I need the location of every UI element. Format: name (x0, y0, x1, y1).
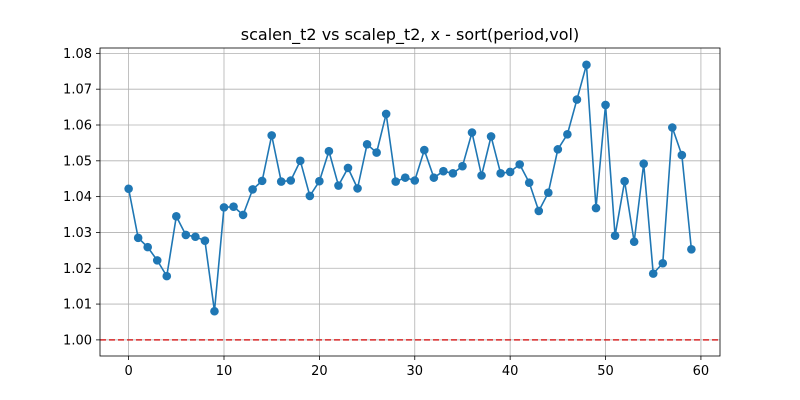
data-point (563, 130, 572, 139)
data-point (362, 140, 372, 149)
data-point (610, 231, 620, 240)
grid (100, 48, 720, 356)
data-point (668, 123, 677, 132)
data-point (191, 232, 200, 242)
data-point (219, 203, 229, 212)
data-point (648, 269, 658, 278)
series-line (127, 64, 693, 313)
data-point (620, 176, 629, 186)
data-point (152, 256, 162, 265)
data-point (572, 95, 582, 104)
data-point (524, 178, 534, 187)
data-point (257, 176, 267, 186)
data-point (400, 173, 410, 182)
data-point (505, 167, 515, 177)
data-point (267, 131, 276, 140)
data-point (143, 242, 152, 252)
y-tick-label: 1.01 (63, 298, 92, 313)
data-point (124, 184, 133, 194)
data-point (458, 161, 467, 171)
data-point (658, 258, 668, 268)
data-point (238, 210, 248, 220)
data-point (544, 188, 553, 197)
y-tick-label: 1.04 (63, 190, 92, 205)
data-point (629, 237, 639, 247)
data-point (296, 156, 305, 166)
y-tick-label: 1.00 (63, 333, 92, 348)
data-point (448, 169, 458, 178)
x-tick-label: 0 (124, 364, 132, 379)
data-point (248, 185, 257, 194)
data-point (439, 166, 448, 176)
x-tick-label: 20 (311, 364, 328, 379)
data-point (229, 202, 238, 211)
chart-title: scalen_t2 vs scalep_t2, x - sort(period,… (241, 25, 579, 45)
data-point (334, 181, 343, 190)
y-tick-label: 1.03 (63, 226, 92, 241)
y-tick-label: 1.02 (63, 262, 92, 277)
x-tick-label: 60 (693, 364, 710, 379)
y-tick-label: 1.06 (63, 119, 92, 134)
data-point (353, 184, 362, 193)
plot-frame (99, 47, 721, 357)
data-point (477, 171, 486, 180)
data-point (515, 160, 524, 169)
data-point (496, 169, 505, 178)
data-point (410, 176, 420, 185)
data-point (343, 163, 353, 173)
data-point (601, 100, 610, 110)
series-group (124, 60, 696, 316)
data-point (286, 176, 296, 185)
y-axis: 1.00 1.01 1.02 1.03 1.04 1.05 1.06 1.07 1.08 (63, 47, 100, 348)
data-point (420, 145, 429, 155)
data-point (534, 206, 544, 216)
x-tick-label: 30 (406, 364, 423, 379)
x-tick-label: 40 (502, 364, 519, 379)
x-axis: 0 10 20 30 40 50 60 (124, 356, 709, 379)
data-point (315, 176, 324, 186)
data-point (429, 173, 439, 182)
data-point (486, 132, 496, 141)
data-point (467, 128, 477, 137)
x-tick-label: 50 (597, 364, 614, 379)
data-point (133, 233, 143, 243)
data-point (677, 150, 687, 160)
data-point (305, 191, 315, 201)
data-point (200, 236, 210, 245)
data-point (639, 159, 648, 168)
data-point (687, 244, 696, 254)
data-point (181, 230, 191, 240)
data-point (172, 212, 181, 221)
y-tick-label: 1.07 (63, 83, 92, 98)
data-point (162, 271, 172, 281)
x-tick-label: 10 (216, 364, 233, 379)
data-point (582, 60, 591, 70)
data-point (553, 145, 563, 154)
data-point (324, 146, 334, 156)
data-point (276, 177, 286, 186)
y-tick-label: 1.08 (63, 47, 92, 62)
data-point (210, 306, 219, 316)
data-point (391, 177, 400, 186)
data-point (591, 203, 601, 213)
y-tick-label: 1.05 (63, 154, 92, 169)
data-point (381, 109, 391, 119)
data-point (372, 148, 381, 157)
